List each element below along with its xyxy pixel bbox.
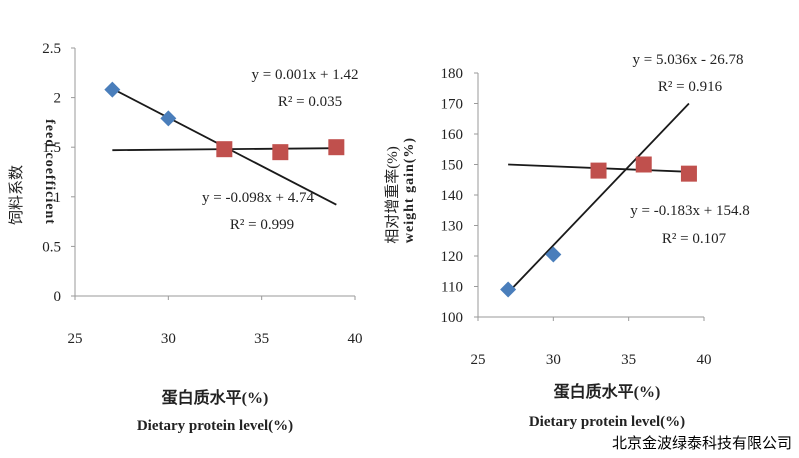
- x-tick-label: 30: [161, 331, 176, 347]
- x-tick-label: 25: [68, 331, 83, 347]
- y-axis-label-cn: 相对增重率(%): [384, 146, 401, 244]
- company-watermark: 北京金波绿泰科技有限公司: [612, 434, 792, 452]
- x-axis-label-en: Dietary protein level(%): [137, 418, 293, 434]
- y-tick-label: 170: [441, 97, 464, 113]
- trendline-1: [507, 102, 690, 294]
- trendline-2-equation: y = -0.098x + 4.74: [202, 190, 314, 206]
- data-point-diamond: [500, 281, 517, 298]
- y-tick-label: 0: [54, 289, 62, 305]
- data-point-square: [272, 144, 289, 161]
- y-tick-label: 100: [441, 310, 464, 326]
- chart-feed-coefficient: 饲料系数 feed coefficient 蛋白质水平(%) Dietary p…: [8, 41, 363, 434]
- trendline-2-r2: R² = 0.999: [230, 217, 294, 233]
- data-point-square: [216, 141, 233, 158]
- trendline-2-equation: y = -0.183x + 154.8: [630, 203, 749, 219]
- trendline-1-equation: y = 0.001x + 1.42: [252, 67, 359, 83]
- y-tick-label: 1.5: [42, 140, 61, 156]
- y-tick-label: 120: [441, 249, 464, 265]
- y-tick-label: 140: [441, 188, 464, 204]
- y-axis-label-en: weight gain(%): [402, 137, 417, 243]
- y-tick-label: 130: [441, 219, 464, 235]
- y-tick-label: 110: [441, 280, 463, 296]
- x-tick-label: 25: [471, 352, 486, 368]
- trendline-2-r2: R² = 0.107: [662, 231, 727, 247]
- data-point-square: [635, 156, 652, 173]
- trendline-1-r2: R² = 0.916: [658, 79, 723, 95]
- data-point-diamond: [545, 246, 562, 263]
- x-tick-label: 40: [697, 352, 712, 368]
- x-axis-label-cn: 蛋白质水平(%): [162, 388, 269, 407]
- y-tick-label: 0.5: [42, 239, 61, 255]
- y-tick-label: 160: [441, 127, 464, 143]
- y-tick-label: 2.5: [42, 41, 61, 57]
- x-tick-label: 35: [254, 331, 269, 347]
- y-tick-label: 150: [441, 158, 464, 174]
- y-tick-label: 1: [54, 190, 62, 206]
- data-point-square: [680, 165, 697, 182]
- data-point-square: [590, 162, 607, 179]
- x-axis-label-en: Dietary protein level(%): [529, 414, 685, 430]
- data-point-square: [328, 139, 345, 156]
- x-axis-label-cn: 蛋白质水平(%): [554, 382, 661, 401]
- data-point-diamond: [104, 81, 121, 98]
- x-tick-label: 30: [546, 352, 561, 368]
- trendline-1-r2: R² = 0.035: [278, 94, 342, 110]
- x-tick-label: 35: [621, 352, 636, 368]
- y-axis-label-en: feed coefficient: [42, 119, 57, 225]
- x-tick-label: 40: [348, 331, 363, 347]
- chart-weight-gain: 相对增重率(%) weight gain(%) 蛋白质水平(%) Dietary…: [384, 52, 750, 430]
- data-point-diamond: [160, 110, 177, 127]
- trendline-1-equation: y = 5.036x - 26.78: [633, 52, 744, 68]
- y-tick-label: 180: [441, 66, 464, 82]
- y-axis-label-cn: 饲料系数: [8, 165, 25, 225]
- y-tick-label: 2: [54, 91, 62, 107]
